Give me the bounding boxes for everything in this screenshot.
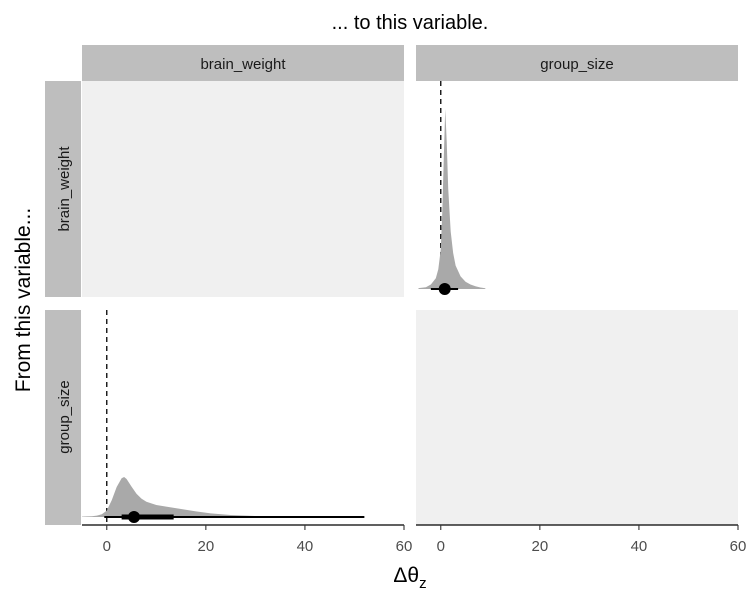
point-estimate-group_size-to-brain_weight (128, 511, 141, 523)
empty-panel-brain-weight (82, 81, 404, 297)
x-tick-label-brain_weight-20: 20 (198, 538, 215, 555)
point-estimate-brain_weight-to-group_size (438, 283, 451, 295)
column-strip-label-group-size: group_size (540, 56, 613, 73)
x-tick-label-brain_weight-60: 60 (396, 538, 413, 555)
row-strip-brain-weight (45, 81, 81, 297)
y-axis-title: From this variable... (12, 208, 35, 392)
row-strip-group-size (45, 310, 81, 525)
empty-panel-group-size (416, 310, 738, 525)
x-tick-label-group_size-40: 40 (631, 538, 648, 555)
x-tick-label-group_size-0: 0 (437, 538, 445, 555)
x-axis-title-main: Δθ (393, 564, 419, 587)
x-tick-label-group_size-60: 60 (730, 538, 747, 555)
column-strip-label-brain-weight: brain_weight (200, 56, 286, 73)
column-strip-brain-weight (82, 45, 404, 81)
x-tick-label-group_size-20: 20 (532, 538, 549, 555)
density-area-brain_weight-to-group_size (418, 109, 486, 289)
x-axis-title-sub: z (419, 575, 427, 592)
chart-title: ... to this variable. (332, 12, 489, 34)
x-tick-label-brain_weight-0: 0 (103, 538, 111, 555)
x-axis-title: Δθz (393, 564, 426, 592)
row-strip-label-brain-weight: brain_weight (56, 146, 73, 232)
x-tick-label-brain_weight-40: 40 (297, 538, 314, 555)
density-area-group_size-to-brain_weight (82, 477, 380, 517)
column-strip-group-size (416, 45, 738, 81)
row-strip-label-group-size: group_size (56, 380, 73, 453)
